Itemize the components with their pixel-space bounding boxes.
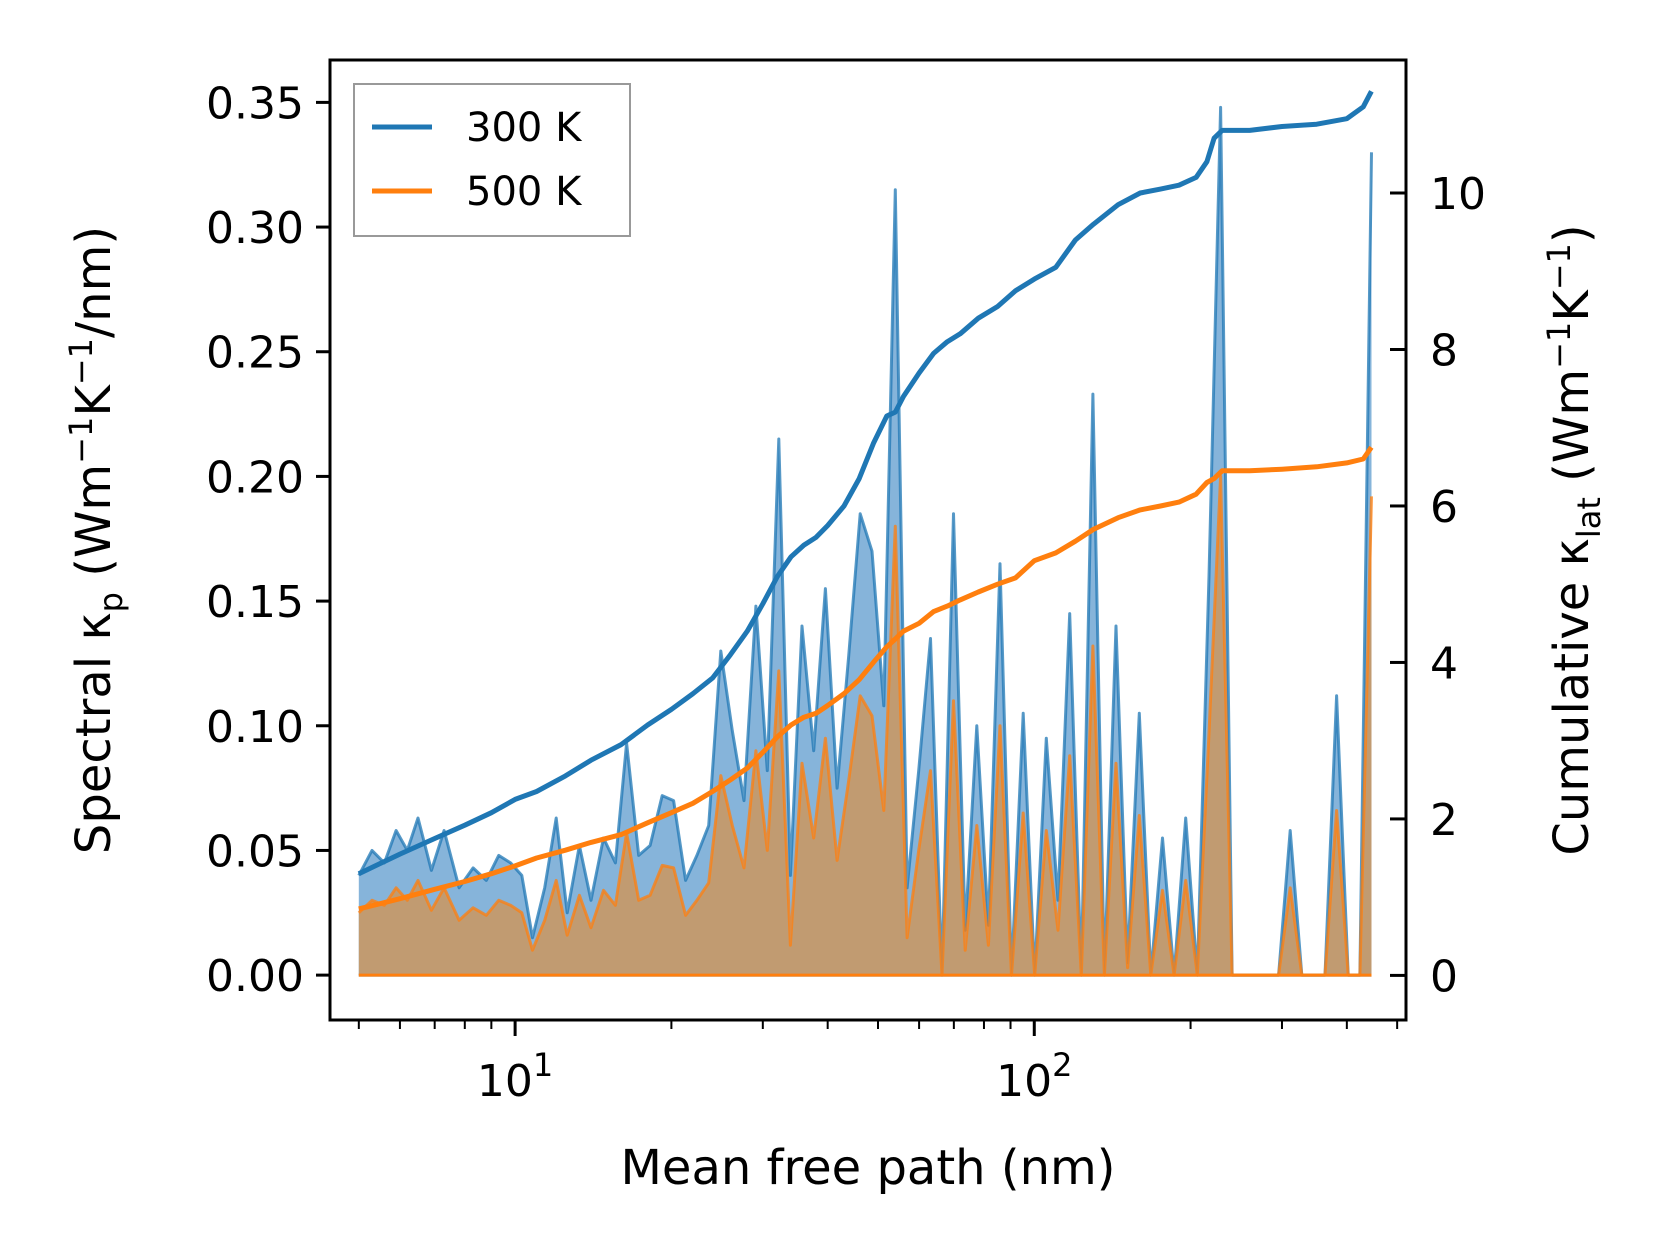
y-right-title-sup1: −1 [1540,322,1578,369]
y-right-tick-label: 2 [1430,795,1458,846]
x-tick-label: 102 [996,1046,1072,1107]
y-left-tick-label: 0.05 [206,826,304,877]
cumulative-line-300k [357,90,1374,876]
spectral-line-500k [357,474,1373,977]
plot-marks [357,90,1374,977]
legend-box [353,83,631,237]
legend: 300 K 500 K [353,83,631,237]
spectral-line-300k [357,105,1373,977]
y-right-title-pre: Cumulative κ [1544,538,1600,856]
y-right-title-post: ) [1544,224,1600,243]
y-left-tick-label: 0.10 [206,702,304,753]
plot-frame [328,58,1408,1022]
y-left-tick-label: 0.25 [206,328,304,379]
legend-label-300k: 300 K [466,105,583,151]
y-left-title-mid: (Wm [66,464,122,592]
y-left-tick-label: 0.35 [206,78,304,129]
y-right-title-sup2: −1 [1540,243,1578,290]
y-left-title-sup2: −1 [62,338,100,385]
y-right-tick-label: 6 [1430,482,1458,533]
y-left-tick-label: 0.15 [206,577,304,628]
cumulative-line-500k [358,445,1374,912]
y-left-title-sub: p [92,592,130,612]
x-axis-title: Mean free path (nm) [621,1140,1116,1196]
axis-ticks: 0.000.050.100.150.200.250.300.3502468101… [206,78,1486,1107]
y-right-title-mid: (Wm [1544,369,1600,497]
x-tick-label: 101 [477,1046,553,1107]
y-left-title-sup1: −1 [62,417,100,464]
y-right-tick-label: 0 [1430,951,1458,1002]
y-right-title-mid2: K [1544,289,1600,322]
spectral-area-300k [358,107,1372,976]
y-left-tick-label: 0.20 [206,452,304,503]
legend-label-500k: 500 K [466,169,583,215]
y-left-title-pre: Spectral κ [66,612,122,854]
y-left-tick-label: 0.30 [206,203,304,254]
y-right-tick-label: 8 [1430,325,1458,376]
y-left-tick-label: 0.00 [206,951,304,1002]
y-left-title-mid2: K [66,384,122,417]
y-right-axis-title: Cumulative κlat (Wm−1K−1) [1540,224,1608,855]
y-right-tick-label: 10 [1430,169,1486,220]
spectral-area-500k [358,476,1372,976]
y-left-title-post: /nm) [66,226,122,338]
y-right-title-sub: lat [1570,497,1608,538]
y-left-axis-title: Spectral κp (Wm−1K−1/nm) [62,226,130,854]
y-right-tick-label: 4 [1430,638,1458,689]
